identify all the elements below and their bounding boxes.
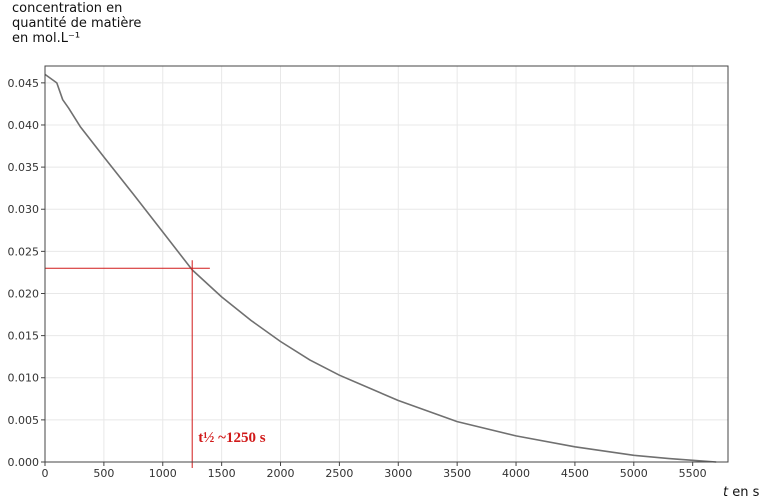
x-tick-label: 1500 <box>208 467 236 480</box>
plot-frame <box>44 65 729 463</box>
x-tick-label: 0 <box>42 467 49 480</box>
y-tick-label: 0.005 <box>8 414 40 427</box>
y-tick-label: 0.000 <box>8 456 40 469</box>
x-axis-title-variable: t <box>723 485 729 500</box>
x-tick-label: 5000 <box>620 467 648 480</box>
axis-ticks: 0 500 1000 1500 2000 2500 3000 3500 4000 4500 5000… <box>8 77 707 480</box>
half-life-annotation: t½ ~1250 s <box>45 260 266 468</box>
y-tick-label: 0.025 <box>8 245 40 258</box>
x-tick-label: 500 <box>93 467 114 480</box>
grid-lines <box>44 66 728 463</box>
x-tick-label: 5500 <box>679 467 707 480</box>
y-axis-title-line-3: en mol.L⁻¹ <box>12 31 81 46</box>
x-tick-label: 4000 <box>502 467 530 480</box>
x-axis-title-unit: en s <box>728 485 760 500</box>
x-tick-label: 3000 <box>384 467 412 480</box>
y-axis-title-line-2: quantité de matière <box>12 16 142 31</box>
x-tick-label: 4500 <box>561 467 589 480</box>
x-axis-title: t en s <box>723 485 760 500</box>
x-tick-label: 1000 <box>149 467 177 480</box>
y-tick-label: 0.035 <box>8 161 40 174</box>
x-tick-label: 3500 <box>443 467 471 480</box>
concentration-curve <box>44 73 717 463</box>
y-tick-label: 0.015 <box>8 330 40 343</box>
series-lines <box>44 73 717 463</box>
y-tick-label: 0.030 <box>8 203 40 216</box>
y-tick-label: 0.045 <box>8 77 40 90</box>
y-axis-title-line-1: concentration en <box>12 1 123 16</box>
x-tick-label: 2000 <box>267 467 295 480</box>
half-life-label: t½ ~1250 s <box>198 430 266 446</box>
y-tick-label: 0.040 <box>8 119 40 132</box>
y-tick-label: 0.020 <box>8 287 40 300</box>
y-tick-label: 0.010 <box>8 372 40 385</box>
y-axis-title: concentration en quantité de matière en … <box>12 1 141 46</box>
x-tick-label: 2500 <box>325 467 353 480</box>
